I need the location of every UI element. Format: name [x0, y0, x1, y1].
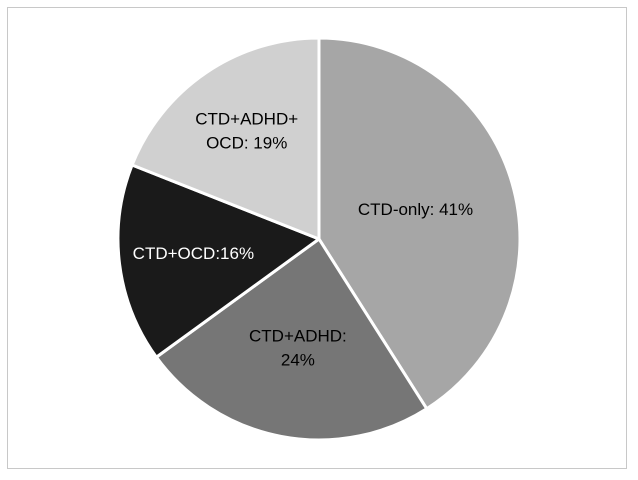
data-label-ctd-only: CTD-only: 41% — [358, 200, 473, 219]
data-label-ctd-adhd-ocd: CTD+ADHD+ OCD: 19% — [195, 110, 298, 153]
pie-slice-ctd-adhd — [154, 237, 429, 442]
pie-slice-ctd-ocd — [116, 163, 321, 359]
data-label-ctd-adhd: CTD+ADHD: 24% — [249, 327, 347, 370]
pie-slice-ctd-adhd-ocd — [130, 36, 321, 241]
data-label-ctd-ocd: CTD+OCD:16% — [133, 244, 254, 263]
